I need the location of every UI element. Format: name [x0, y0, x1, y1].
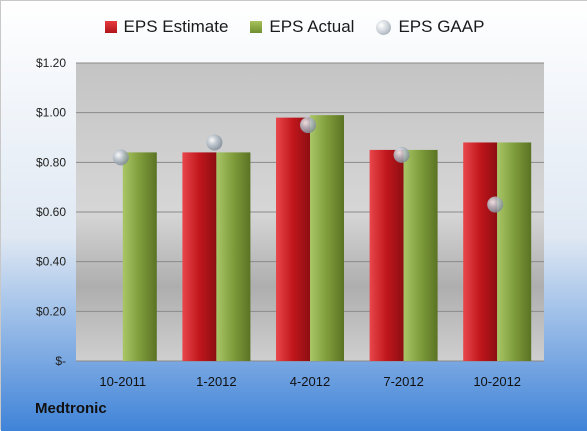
x-tick-label: 10-2011: [99, 374, 146, 389]
legend-swatch-actual: [250, 21, 263, 33]
point-eps-gaap: [300, 117, 316, 134]
bar-eps-estimate: [463, 142, 498, 361]
legend-swatch-gaap: [376, 19, 392, 35]
company-label: Medtronic: [35, 400, 107, 417]
x-tick-label: 1-2012: [196, 374, 236, 389]
bar-eps-actual: [497, 142, 532, 361]
legend-label-actual: EPS Actual: [269, 17, 355, 36]
y-tick-label: $-: [55, 354, 66, 368]
legend-label-gaap: EPS GAAP: [398, 17, 485, 36]
point-eps-gaap: [487, 196, 504, 213]
legend-item-actual: EPS Actual: [250, 17, 354, 37]
bar-eps-actual: [122, 152, 157, 361]
chart-legend: EPS Estimate EPS Actual EPS GAAP: [1, 17, 587, 37]
y-tick-label: $1.20: [36, 56, 66, 70]
x-tick-label: 7-2012: [383, 374, 423, 389]
y-tick-label: $0.20: [36, 304, 66, 318]
y-tick-label: $0.80: [36, 155, 66, 169]
bar-eps-actual: [216, 152, 251, 361]
legend-item-gaap: EPS GAAP: [376, 17, 484, 37]
point-eps-gaap: [393, 146, 410, 163]
legend-swatch-estimate: [104, 21, 117, 33]
x-tick-label: 4-2012: [290, 374, 330, 389]
y-tick-label: $0.40: [36, 255, 66, 269]
x-tick-label: 10-2012: [473, 374, 521, 389]
bar-eps-actual: [310, 115, 344, 362]
bar-eps-estimate: [369, 149, 404, 361]
y-tick-label: $0.60: [36, 205, 66, 219]
bar-eps-actual: [403, 149, 438, 361]
bar-eps-estimate: [276, 117, 310, 361]
bar-eps-estimate: [182, 152, 217, 361]
legend-item-estimate: EPS Estimate: [104, 17, 229, 37]
point-eps-gaap: [112, 149, 129, 166]
y-tick-label: $1.00: [36, 106, 66, 120]
legend-label-estimate: EPS Estimate: [123, 17, 229, 36]
point-eps-gaap: [206, 134, 223, 151]
